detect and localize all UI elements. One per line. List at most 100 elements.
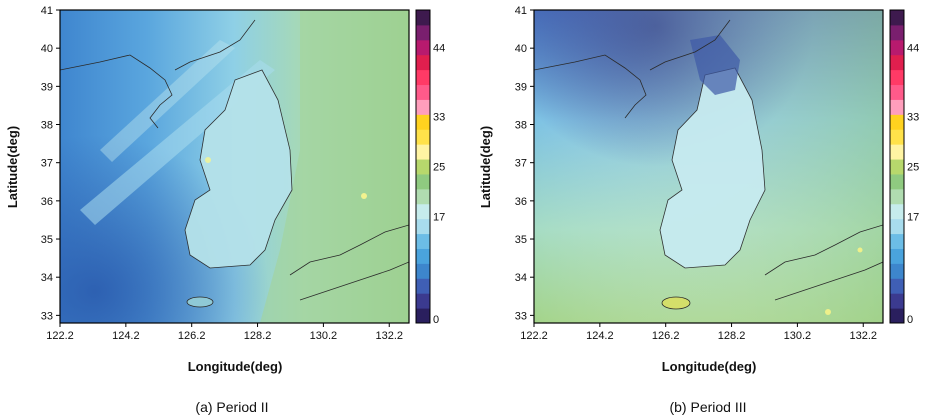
y-tick-label: 39	[41, 81, 53, 93]
panel-a-y-axis-label: Latitude(deg)	[5, 126, 20, 208]
colorbar-swatch	[416, 278, 430, 294]
colorbar-tick-label: 33	[907, 111, 919, 123]
colorbar-swatch	[416, 99, 430, 115]
colorbar-tick-label: 0	[907, 314, 913, 326]
panel-a-y-ticks: 33 34 35 36 37 38 39 40 41	[41, 5, 60, 322]
colorbar-swatch	[416, 84, 430, 100]
colorbar-swatch	[416, 39, 430, 56]
y-tick-label: 34	[41, 272, 53, 284]
colorbar-swatch	[890, 24, 904, 41]
x-tick-label: 122.2	[46, 330, 74, 342]
x-tick-label: 130.2	[310, 330, 338, 342]
y-tick-label: 41	[41, 5, 53, 17]
y-tick-label: 40	[41, 43, 53, 55]
y-tick-label: 36	[515, 196, 527, 208]
panel-a-x-ticks: 122.2 124.2 126.2 128.2 130.2 132.2	[46, 323, 403, 342]
colorbar-swatch	[890, 173, 904, 190]
x-tick-label: 126.2	[178, 330, 206, 342]
y-tick-label: 37	[41, 158, 53, 170]
colorbar-a-frame	[415, 9, 431, 324]
y-tick-label: 35	[41, 234, 53, 246]
x-tick-label: 132.2	[849, 330, 877, 342]
colorbar-swatch	[416, 10, 430, 26]
colorbar-swatch	[890, 39, 904, 56]
panel-b-frame	[533, 9, 884, 324]
colorbar-swatch	[416, 293, 430, 309]
panel-b-x-ticks: 122.2 124.2 126.2 128.2 130.2 132.2	[520, 323, 877, 342]
panel-b-y-ticks: 33 34 35 36 37 38 39 40 41	[515, 5, 534, 322]
x-tick-label: 122.2	[520, 330, 548, 342]
panel-b-y-axis-label: Latitude(deg)	[478, 126, 493, 208]
colorbar-swatch	[890, 159, 904, 175]
panel-a-map	[60, 10, 409, 323]
colorbar-tick-label: 44	[907, 43, 919, 55]
colorbar-swatch	[890, 99, 904, 115]
panel-a-x-axis-label: Longitude(deg)	[188, 359, 283, 374]
colorbar-swatch	[890, 248, 904, 264]
colorbar-swatch	[416, 233, 430, 249]
colorbar-swatch	[890, 69, 904, 86]
colorbar-tick-label: 33	[433, 111, 445, 123]
colorbar-swatch	[416, 144, 430, 160]
panel-a-frame	[59, 9, 410, 324]
colorbar-swatch	[890, 308, 904, 324]
colorbar-b-ticks: 0 17 25 33 44	[907, 43, 919, 326]
y-tick-label: 38	[41, 120, 53, 132]
y-tick-label: 35	[515, 234, 527, 246]
colorbar-tick-label: 0	[433, 314, 439, 326]
y-tick-label: 39	[515, 81, 527, 93]
colorbar-swatch	[416, 263, 430, 279]
colorbar-swatch	[416, 218, 430, 235]
colorbar-a	[416, 10, 430, 324]
colorbar-b-frame	[889, 9, 905, 324]
y-tick-label: 33	[41, 310, 53, 322]
colorbar-swatch	[416, 188, 430, 205]
y-tick-label: 40	[515, 43, 527, 55]
colorbar-swatch	[890, 293, 904, 309]
panel-a-caption: (a) Period II	[195, 399, 268, 415]
y-tick-label: 34	[515, 272, 527, 284]
y-tick-label: 38	[515, 120, 527, 132]
colorbar-swatch	[416, 54, 430, 71]
panel-a: 0 17 25 33 44 122.2 124.2 126.2 128.2 130.2 132.2…	[5, 5, 445, 415]
colorbar-swatch	[416, 114, 430, 130]
x-tick-label: 128.2	[718, 330, 746, 342]
x-tick-label: 128.2	[244, 330, 272, 342]
colorbar-b	[890, 10, 904, 324]
colorbar-swatch	[890, 54, 904, 71]
colorbar-tick-label: 25	[433, 162, 445, 174]
colorbar-swatch	[416, 69, 430, 86]
panel-b-map	[534, 10, 883, 323]
panel-b-caption: (b) Period III	[669, 399, 746, 415]
colorbar-swatch	[416, 159, 430, 175]
colorbar-swatch	[416, 129, 430, 145]
colorbar-swatch	[890, 203, 904, 220]
y-tick-label: 41	[515, 5, 527, 17]
x-tick-label: 132.2	[375, 330, 403, 342]
colorbar-swatch	[416, 308, 430, 324]
colorbar-swatch	[890, 10, 904, 26]
colorbar-swatch	[416, 173, 430, 190]
colorbar-swatch	[890, 278, 904, 294]
colorbar-a-ticks: 0 17 25 33 44	[433, 43, 445, 326]
y-tick-label: 37	[515, 158, 527, 170]
y-tick-label: 36	[41, 196, 53, 208]
colorbar-swatch	[890, 188, 904, 205]
colorbar-tick-label: 17	[433, 212, 445, 224]
panel-b-x-axis-label: Longitude(deg)	[662, 359, 757, 374]
y-tick-label: 33	[515, 310, 527, 322]
colorbar-swatch	[890, 218, 904, 235]
colorbar-swatch	[890, 84, 904, 100]
colorbar-swatch	[890, 233, 904, 249]
colorbar-tick-label: 44	[433, 43, 445, 55]
colorbar-swatch	[890, 263, 904, 279]
colorbar-tick-label: 25	[907, 162, 919, 174]
colorbar-swatch	[890, 144, 904, 160]
x-tick-label: 130.2	[784, 330, 812, 342]
colorbar-tick-label: 17	[907, 212, 919, 224]
panel-b: 0 17 25 33 44 122.2 124.2 126.2 128.2 130.2 132.2…	[478, 5, 919, 415]
colorbar-swatch	[890, 129, 904, 145]
colorbar-swatch	[890, 114, 904, 130]
x-tick-label: 124.2	[586, 330, 614, 342]
